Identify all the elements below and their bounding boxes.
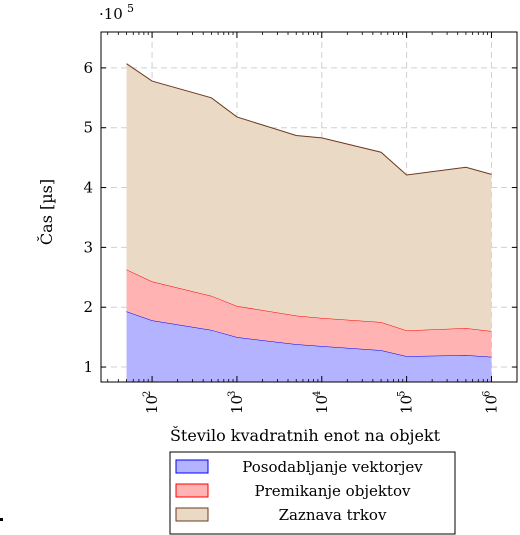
y-axis-multiplier: ·10 5 <box>99 2 134 23</box>
x-tick-label: 103 <box>227 391 246 414</box>
x-tick-label: 102 <box>142 391 161 414</box>
legend-entry-label: Zaznava trkov <box>279 506 387 524</box>
x-tick-label-exp: 3 <box>227 391 238 397</box>
x-tick-label: 106 <box>481 391 500 414</box>
x-tick-label: 104 <box>312 391 331 414</box>
x-tick-label-base: 10 <box>482 395 500 414</box>
x-tick-label-exp: 4 <box>312 391 323 397</box>
x-tick-label-base: 10 <box>143 395 161 414</box>
area-posodabljanje-vektorjev <box>126 311 492 382</box>
legend-swatch <box>175 483 209 498</box>
y-tick-label: 5 <box>83 119 93 137</box>
y-tick-label: 2 <box>83 298 93 316</box>
y-multiplier-exp: 5 <box>127 2 134 15</box>
area-series <box>126 63 492 382</box>
area-premikanje-objektov <box>126 269 492 357</box>
legend-entry-label: Premikanje objektov <box>255 482 411 500</box>
y-tick-label: 3 <box>83 238 93 256</box>
x-tick-label-base: 10 <box>313 395 331 414</box>
x-axis-label: Število kvadratnih enot na objekt <box>170 425 441 445</box>
y-axis-label: Čas [µs] <box>36 179 56 245</box>
x-tick-label: 105 <box>397 391 416 414</box>
x-tick-label-base: 10 <box>398 395 416 414</box>
series-line-zaznava-trkov <box>126 63 492 176</box>
corner-mark <box>0 518 3 521</box>
legend-box <box>169 451 456 535</box>
legend-swatch <box>175 459 209 474</box>
legend-entry-label: Posodabljanje vektorjev <box>242 458 423 476</box>
y-tick-label: 1 <box>83 358 93 376</box>
x-tick-label-base: 10 <box>228 395 246 414</box>
x-tick-label-exp: 2 <box>142 391 153 397</box>
legend: Posodabljanje vektorjev Premikanje objekt… <box>169 451 456 535</box>
x-tick-label-exp: 5 <box>397 391 408 397</box>
y-tick-label: 6 <box>83 59 93 77</box>
x-tick-label-exp: 6 <box>481 391 492 397</box>
area-zaznava-trkov <box>126 63 492 332</box>
y-multiplier-base: ·10 <box>99 5 123 23</box>
y-tick-label: 4 <box>83 179 93 197</box>
legend-swatch <box>175 507 209 522</box>
